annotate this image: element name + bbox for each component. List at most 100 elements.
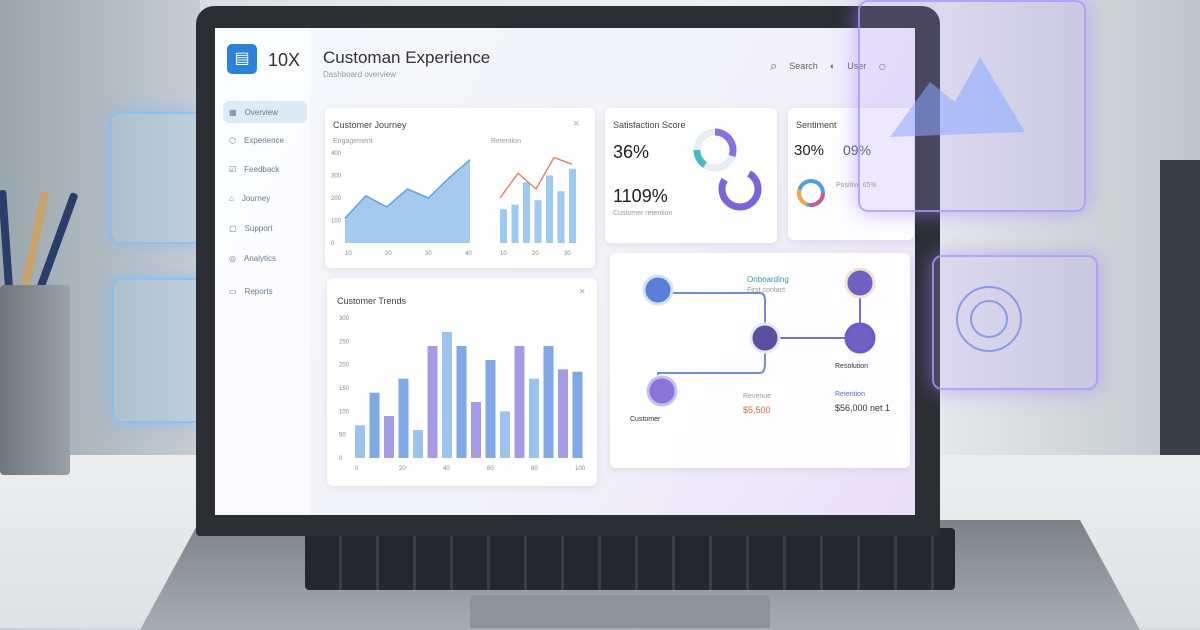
bar-chart: 0 50 100 150 200 250 300 0 20 40 60 80 100: [339, 316, 586, 472]
avatar[interactable]: ○: [878, 58, 887, 74]
sidebar-item-support[interactable]: ▢ Support: [229, 223, 273, 233]
card-title: Customer Trends: [337, 296, 407, 306]
chart-label: Retention: [491, 138, 521, 145]
compass-icon: ◎: [229, 253, 236, 263]
metric-value: $5,500: [743, 405, 771, 415]
sidebar-item-analytics[interactable]: ◎ Analytics: [229, 253, 276, 263]
metric-label: Revenue: [743, 393, 772, 400]
x-tick-label: 100: [575, 466, 586, 472]
bar: [456, 346, 467, 458]
close-icon[interactable]: ×: [573, 118, 580, 130]
laptop-screen: ▤ 10X ▦ Overview ⬡ Experience ☑ Feedback ⌂ J…: [215, 28, 915, 515]
x-tick-label: 10: [345, 251, 352, 257]
x-tick-label: 10: [500, 251, 507, 257]
bar: [523, 182, 530, 243]
donut-segment: [718, 167, 762, 211]
bar: [485, 360, 496, 458]
hub-node[interactable]: [749, 322, 781, 354]
door-icon: ⌂: [229, 193, 234, 203]
journey-card: Onboarding First contact Resolution Cust…: [610, 253, 910, 468]
sidebar: ▤ 10X ▦ Overview ⬡ Experience ☑ Feedback ⌂ J…: [215, 28, 310, 515]
metric-value: 09%: [843, 142, 872, 158]
bar: [384, 416, 394, 458]
brand-name: 10X: [268, 50, 301, 70]
metric-value: 30%: [794, 142, 825, 159]
sidebar-item-experience[interactable]: ⬡ Experience: [229, 135, 285, 145]
hologram-profile-panel: [112, 278, 207, 423]
bar: [558, 369, 568, 458]
bar: [500, 411, 510, 458]
header-actions: ⌕ Search ◐ User ○: [770, 58, 887, 74]
sidebar-item-reports[interactable]: ▭ Reports: [229, 286, 273, 296]
search-icon[interactable]: ⌕: [770, 58, 778, 73]
donut-segment: [797, 179, 825, 207]
metric-label: Retention: [835, 391, 865, 398]
satisfaction-card: Satisfaction Score 36% 1109% Customer re…: [605, 108, 777, 243]
pencil-cup: [0, 285, 70, 475]
app-logo-icon: ▤: [227, 44, 257, 74]
node-label: Onboarding: [747, 275, 789, 284]
user-label[interactable]: User: [847, 61, 867, 71]
y-tick-label: 0: [331, 241, 335, 247]
bar: [534, 200, 542, 243]
sidebar-item-feedback[interactable]: ☑ Feedback: [229, 164, 280, 174]
check-icon: ☑: [229, 164, 237, 174]
node-label: Customer: [630, 416, 661, 423]
y-tick-label: 200: [331, 196, 342, 202]
card-title: Customer Journey: [333, 120, 407, 130]
bar: [398, 378, 409, 458]
bar: [557, 191, 565, 243]
mountain-chart-icon: [890, 57, 1025, 137]
bar: [546, 175, 553, 243]
chart-label: Engagement: [333, 138, 373, 145]
customer-node[interactable]: [642, 274, 674, 306]
bar-chart-card: Customer Trends × 0 50 100 150 200 250 300 0 20 4…: [327, 278, 597, 486]
hologram-circuit-panel: [932, 255, 1098, 390]
donut-segment: [714, 128, 737, 158]
donut-chart: [693, 128, 762, 211]
x-tick-label: 40: [443, 466, 450, 472]
background-shelf: [1160, 160, 1200, 460]
customer-node[interactable]: [646, 375, 678, 407]
x-tick-label: 0: [355, 466, 359, 472]
card-title: Satisfaction Score: [613, 120, 686, 130]
y-tick-label: 300: [339, 316, 350, 322]
node-label: Resolution: [835, 363, 869, 370]
bar: [572, 371, 583, 458]
bar: [543, 346, 554, 458]
close-icon[interactable]: ×: [579, 286, 586, 298]
agent-node[interactable]: [844, 267, 876, 299]
y-tick-label: 0: [339, 456, 343, 462]
bar: [442, 332, 452, 458]
help-icon[interactable]: ◐: [829, 61, 836, 71]
node-sublabel: First contact: [747, 287, 786, 294]
connector: [658, 292, 766, 338]
bar: [514, 346, 525, 458]
metric-value: 1109%: [613, 186, 668, 206]
line-series: [499, 156, 573, 199]
legend-item: Positive 65%: [836, 182, 877, 189]
journey-diagram: [642, 267, 876, 407]
sidebar-item-journey[interactable]: ⌂ Journey: [229, 193, 271, 203]
page-subtitle: Dashboard overview: [323, 70, 396, 79]
bar: [369, 392, 380, 458]
area-line: [344, 159, 471, 219]
y-tick-label: 300: [331, 174, 342, 180]
x-tick-label: 20: [385, 251, 392, 257]
bar: [471, 402, 481, 458]
y-tick-label: 150: [339, 386, 350, 392]
sidebar-item-overview[interactable]: ▦ Overview: [223, 101, 307, 123]
x-tick-label: 80: [531, 466, 538, 472]
bar: [569, 168, 576, 243]
card-title: Sentiment: [796, 120, 837, 130]
y-tick-label: 100: [331, 219, 342, 225]
x-tick-label: 20: [532, 251, 539, 257]
search-label[interactable]: Search: [789, 61, 818, 71]
donut-chart: [797, 178, 825, 207]
radar-icon: [956, 286, 1022, 352]
agent-node[interactable]: [844, 322, 876, 354]
x-tick-label: 60: [487, 466, 494, 472]
shield-icon: ⬡: [229, 135, 236, 145]
x-tick-label: 20: [399, 466, 406, 472]
bar: [427, 346, 438, 458]
